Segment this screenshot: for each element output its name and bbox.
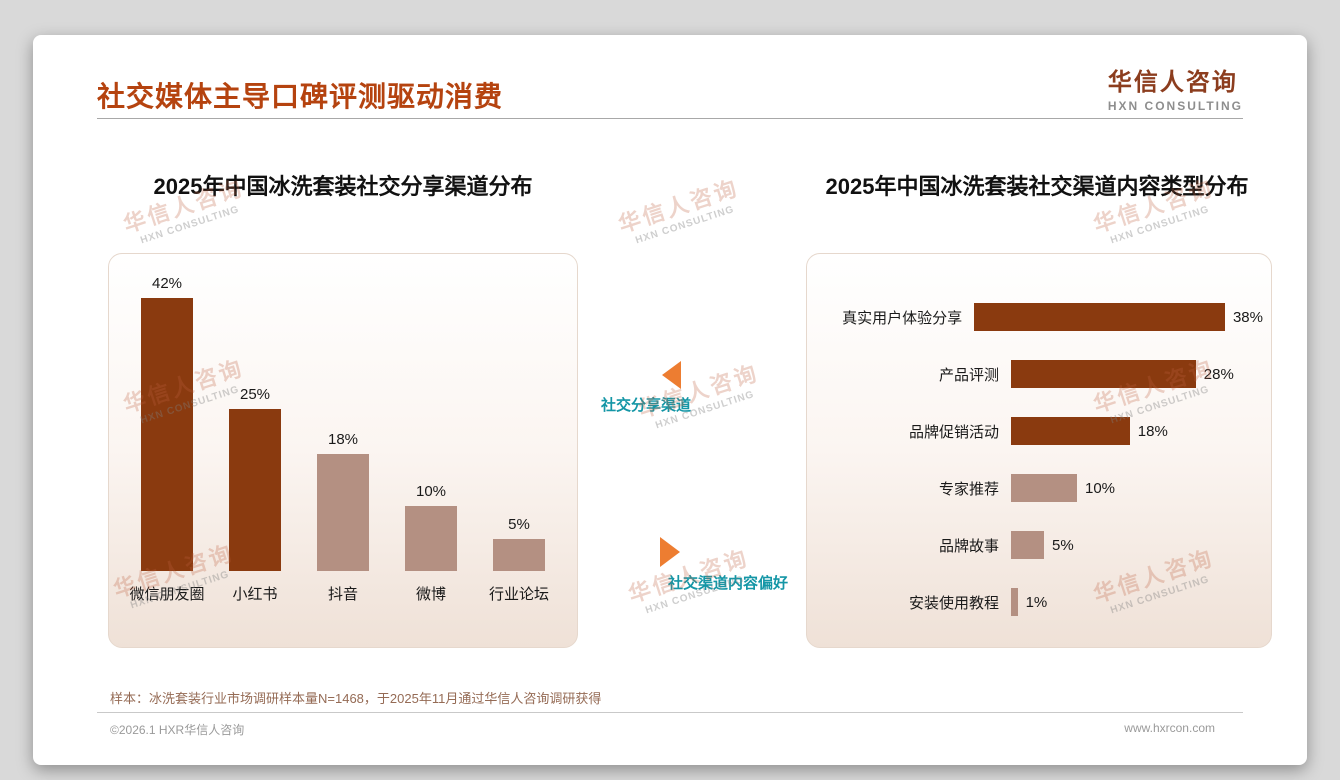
bar-value-label: 28% [1203, 365, 1234, 383]
header-divider [97, 118, 1243, 119]
hbar-group: 品牌故事 5% [825, 530, 1263, 560]
bar [229, 408, 281, 571]
bar-value-label: 18% [1137, 422, 1168, 440]
hbar-group: 产品评测 28% [825, 359, 1263, 389]
bar-category-label: 微博 [415, 586, 446, 603]
bar [974, 303, 1225, 331]
bar-value-label: 5% [1052, 536, 1074, 554]
copyright-text: ©2026.1 HXR华信人咨询 [110, 723, 245, 737]
bar [317, 454, 369, 571]
page-title: 社交媒体主导口碑评测驱动消费 [97, 81, 504, 112]
bar-category-label: 抖音 [327, 586, 358, 603]
bar-category-label: 品牌促销活动 [908, 423, 999, 441]
bar [1011, 360, 1196, 388]
share-channel-label: 社交分享渠道 [600, 397, 691, 414]
hbar-group: 品牌促销活动 18% [825, 416, 1263, 446]
left-chart-bars: 42% 微信朋友圈 25% 小红书 18% 抖音 10% 微博 5% 行业论坛 [123, 275, 563, 603]
logo-subtitle: HXN CONSULTING [1107, 99, 1243, 113]
bar [405, 506, 457, 571]
vbar-group: 18% 抖音 [299, 431, 387, 603]
footer-divider [97, 712, 1243, 713]
arrow-right-icon [660, 537, 680, 567]
vbar-group: 10% 微博 [387, 483, 475, 603]
bar-value-label: 10% [415, 483, 447, 500]
bar [1011, 417, 1130, 445]
bar-category-label: 小红书 [232, 586, 278, 603]
bar-value-label: 38% [1232, 308, 1263, 326]
bar [493, 538, 545, 571]
vbar-group: 25% 小红书 [211, 385, 299, 603]
content-preference-callout: 社交渠道内容偏好 [660, 537, 788, 593]
left-chart-title: 2025年中国冰洗套装社交分享渠道分布 [153, 174, 533, 199]
watermark-subtext: HXN CONSULTING [634, 204, 736, 247]
bar-category-label: 安装使用教程 [908, 594, 999, 612]
hbar-group: 安装使用教程 1% [825, 587, 1263, 617]
bar-category-label: 品牌故事 [938, 537, 999, 555]
bar-value-label: 25% [239, 385, 271, 403]
company-logo: 华信人咨询 HXN CONSULTING [1108, 62, 1243, 113]
bar-value-label: 42% [151, 275, 183, 292]
hbar-group: 专家推荐 10% [825, 473, 1263, 503]
bar [1011, 588, 1018, 616]
bar [1011, 531, 1044, 559]
left-chart-panel: 42% 微信朋友圈 25% 小红书 18% 抖音 10% 微博 5% 行业论坛 [108, 253, 578, 648]
bar-value-label: 1% [1025, 593, 1048, 611]
bar-category-label: 产品评测 [938, 366, 999, 384]
vbar-group: 5% 行业论坛 [475, 516, 563, 604]
bar [141, 298, 193, 571]
right-chart-bars: 真实用户体验分享 38% 产品评测 28% 品牌促销活动 18% 专家推荐 10% 品牌故事 5%… [825, 302, 1263, 617]
bar-value-label: 18% [327, 431, 359, 448]
right-chart-panel: 真实用户体验分享 38% 产品评测 28% 品牌促销活动 18% 专家推荐 10% 品牌故事 5%… [806, 253, 1272, 648]
watermark-text: 华信人咨询 [615, 174, 743, 238]
watermark: 华信人咨询 HXN CONSULTING [614, 170, 746, 250]
website-link[interactable]: www.hxrcon.com [1124, 721, 1215, 735]
content-preference-label: 社交渠道内容偏好 [668, 575, 789, 592]
logo-name: 华信人咨询 [1107, 70, 1238, 96]
sample-note: 样本：冰洗套装行业市场调研样本量N=1468，于2025年11月通过华信人咨询调… [110, 691, 602, 706]
bar-category-label: 行业论坛 [488, 586, 549, 603]
bar-value-label: 10% [1085, 479, 1116, 497]
arrow-left-icon [662, 361, 681, 389]
hbar-group: 真实用户体验分享 38% [825, 302, 1263, 332]
bar [1011, 474, 1077, 502]
bar-category-label: 微信朋友圈 [129, 586, 205, 603]
watermark-subtext: HXN CONSULTING [139, 204, 241, 247]
share-channel-callout: 社交分享渠道 [590, 361, 702, 415]
bar-category-label: 真实用户体验分享 [842, 309, 963, 327]
bar-value-label: 5% [508, 515, 530, 533]
vbar-group: 42% 微信朋友圈 [123, 275, 211, 603]
watermark-subtext: HXN CONSULTING [1109, 204, 1211, 247]
slide: 社交媒体主导口碑评测驱动消费 华信人咨询 HXN CONSULTING 2025… [33, 35, 1307, 765]
right-chart-title: 2025年中国冰洗套装社交渠道内容类型分布 [825, 174, 1249, 199]
bar-category-label: 专家推荐 [938, 480, 999, 498]
